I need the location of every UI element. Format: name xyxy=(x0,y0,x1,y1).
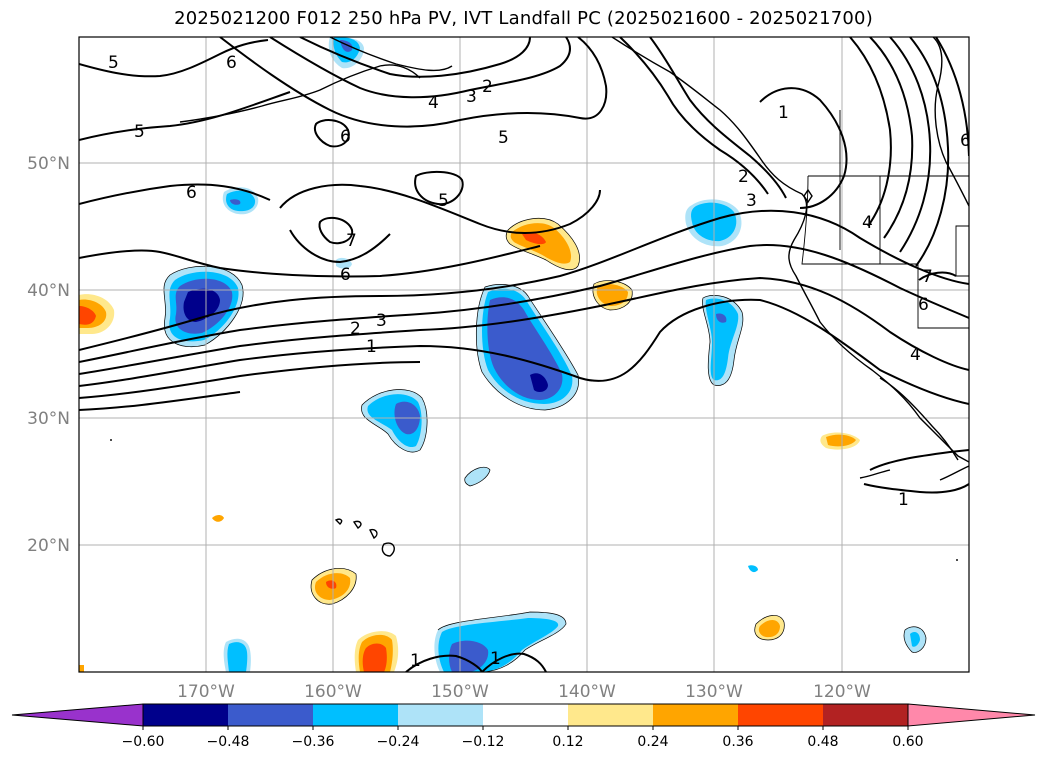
colorbar-tick-label: −0.12 xyxy=(462,734,505,750)
map-frame xyxy=(78,36,970,673)
contour-label-11: 5 xyxy=(134,122,145,142)
contour-label-18: 2 xyxy=(482,77,493,97)
colorbar-swatch xyxy=(568,704,653,726)
colorbar-boxes xyxy=(11,703,1036,730)
contour-label-19: 3 xyxy=(466,87,477,107)
lon-label-130w: 130°W xyxy=(685,682,743,702)
shading-outlines xyxy=(163,217,927,672)
latitude-labels: 50°N 40°N 30°N 20°N xyxy=(27,154,70,556)
contour-label-20: 6 xyxy=(918,295,929,315)
lon-label-150w: 150°W xyxy=(431,682,489,702)
contour-label-26: 6 xyxy=(960,131,971,151)
graticule xyxy=(79,37,969,672)
contour-label-14: 4 xyxy=(910,345,921,365)
lon-label-160w: 160°W xyxy=(304,682,362,702)
colorbar-tick-label: 0.60 xyxy=(892,734,923,750)
contour-label-24: 1 xyxy=(490,649,501,669)
contour-label-9: 5 xyxy=(438,191,449,211)
colorbar-swatch xyxy=(398,704,483,726)
colorbar-swatch xyxy=(823,704,908,726)
colorbar-tick-label: 0.48 xyxy=(807,734,838,750)
colorbar-tick-labels: −0.60 −0.48 −0.36 −0.24 −0.12 0.12 0.24 0.36 0.4… xyxy=(122,734,924,750)
colorbar: −0.60 −0.48 −0.36 −0.24 −0.12 0.12 0.24 0.36 0.4… xyxy=(11,703,1036,750)
contour-label-15: 3 xyxy=(746,191,757,211)
colorbar-swatch xyxy=(143,704,228,726)
contour-label-21: 4 xyxy=(862,213,873,233)
contour-label-25: 7 xyxy=(922,267,933,287)
contour-label-16: 2 xyxy=(738,167,749,187)
coastlines xyxy=(110,37,969,561)
lon-label-140w: 140°W xyxy=(558,682,616,702)
contour-label-22: 1 xyxy=(898,490,909,510)
colorbar-tick-label: 0.36 xyxy=(722,734,753,750)
colorbar-tick-label: 0.24 xyxy=(637,734,668,750)
contour-label-12: 6 xyxy=(226,53,237,73)
contour-label-6: 6 xyxy=(340,265,351,285)
colorbar-tick-label: −0.36 xyxy=(292,734,335,750)
colorbar-swatch xyxy=(313,704,398,726)
lat-label-50n: 50°N xyxy=(27,154,70,174)
longitude-labels: 170°W 160°W 150°W 140°W 130°W 120°W xyxy=(177,682,871,702)
contour-label-10: 6 xyxy=(340,127,351,147)
colorbar-tick-label: 0.12 xyxy=(552,734,583,750)
colorbar-extend-low xyxy=(11,703,144,727)
pv-contours xyxy=(79,37,969,672)
map-title: 2025021200 F012 250 hPa PV, IVT Landfall… xyxy=(174,8,873,29)
lon-label-170w: 170°W xyxy=(177,682,235,702)
lat-label-20n: 20°N xyxy=(27,536,70,556)
contour-label-3: 3 xyxy=(376,311,387,331)
contour-label-2: 2 xyxy=(350,319,361,339)
colorbar-extend-high xyxy=(907,703,1036,727)
colorbar-swatch xyxy=(228,704,313,726)
contour-label-1: 1 xyxy=(366,337,377,357)
contour-label-5: 5 xyxy=(498,128,509,148)
lon-label-120w: 120°W xyxy=(813,682,871,702)
lat-label-40n: 40°N xyxy=(27,281,70,301)
pv-contour-labels: 1 2 3 4 5 6 7 6 5 6 5 6 5 4 3 2 1 2 3 6 … xyxy=(108,53,971,671)
contour-label-13: 5 xyxy=(108,53,119,73)
colorbar-outline xyxy=(142,703,909,727)
contour-label-7: 7 xyxy=(346,231,357,251)
colorbar-tick-label: −0.60 xyxy=(122,734,165,750)
colorbar-tick-label: −0.24 xyxy=(377,734,420,750)
colorbar-swatch xyxy=(653,704,738,726)
colorbar-tick-label: −0.48 xyxy=(207,734,250,750)
lat-label-30n: 30°N xyxy=(27,409,70,429)
ivt-pc-shading xyxy=(79,37,926,672)
contour-label-23: 1 xyxy=(410,651,421,671)
contour-label-17: 1 xyxy=(778,103,789,123)
colorbar-swatch xyxy=(483,704,568,726)
map-content: 1 2 3 4 5 6 7 6 5 6 5 6 5 4 3 2 1 2 3 6 … xyxy=(79,37,971,672)
contour-label-8: 6 xyxy=(186,183,197,203)
contour-label-4: 4 xyxy=(428,93,439,113)
colorbar-swatch xyxy=(738,704,823,726)
